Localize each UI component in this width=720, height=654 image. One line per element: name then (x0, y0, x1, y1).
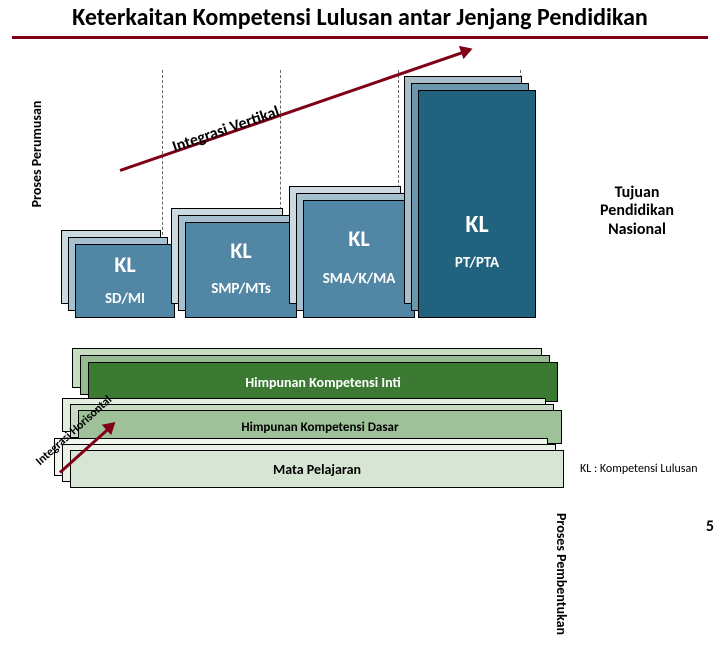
diagram-canvas: Proses Perumusan Proses Pembentukan KL S… (0, 64, 720, 540)
footnote: KL : Kompetensi Lulusan (580, 462, 698, 476)
caption-line2: Pendidikan (582, 202, 692, 220)
caption-line1: Tujuan (582, 184, 692, 202)
kl-label: KL (76, 249, 174, 281)
kl-label: KL (186, 235, 296, 267)
kl-box-pt: KL PT/PTA (418, 90, 550, 334)
kl-sub: SMP/MTs (186, 273, 296, 305)
y-axis-left-label: Proses Perumusan (28, 74, 45, 234)
page-number: 5 (706, 517, 714, 536)
dash-3 (398, 70, 399, 198)
layer-inti: Himpunan Kompetensi Inti (88, 362, 558, 402)
vertical-integration-label: Integrasi Vertikal (170, 102, 282, 156)
layer-label: Mata Pelajaran (273, 461, 361, 478)
layer-mapel: Mata Pelajaran (70, 450, 564, 488)
kl-sub: PT/PTA (419, 247, 535, 279)
kl-label: KL (419, 209, 535, 241)
dash-2 (280, 70, 281, 220)
right-caption: Tujuan Pendidikan Nasional (582, 184, 692, 239)
y-axis-right-label: Proses Pembentukan (553, 494, 570, 654)
layer-label: Himpunan Kompetensi Inti (245, 374, 400, 391)
layer-label: Himpunan Kompetensi Dasar (241, 420, 398, 435)
page-title: Keterkaitan Kompetensi Lulusan antar Jen… (0, 0, 720, 64)
title-text: Keterkaitan Kompetensi Lulusan antar Jen… (72, 3, 648, 32)
kl-sub: SMA/K/MA (304, 263, 414, 295)
kl-label: KL (304, 223, 414, 255)
kl-box-sd: KL SD/MI (75, 244, 185, 336)
caption-line3: Nasional (582, 221, 692, 239)
kl-sub: SD/MI (76, 283, 174, 315)
